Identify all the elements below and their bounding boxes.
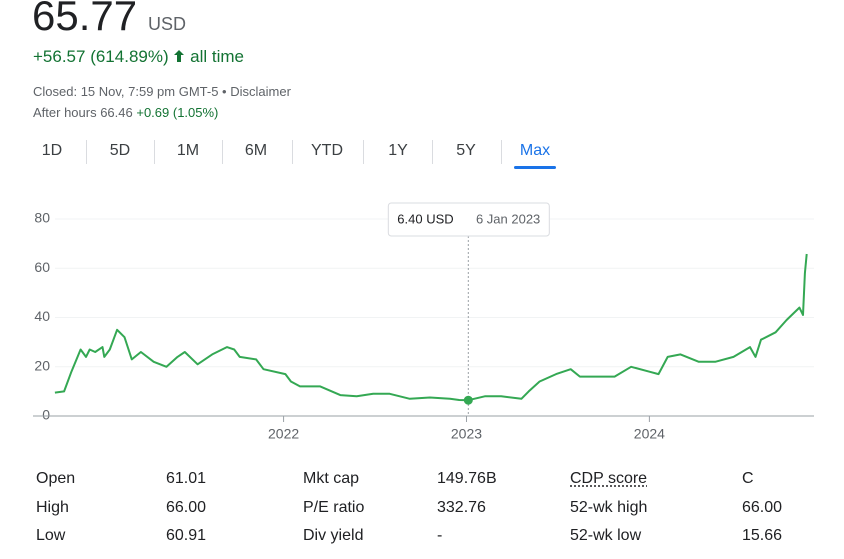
stat-label: Open: [36, 470, 76, 487]
stat-label: High: [36, 499, 69, 516]
stat-value: 61.01: [166, 470, 207, 487]
stat-label: Mkt cap: [303, 470, 360, 487]
after-hours: After hours 66.46 +0.69 (1.05%): [33, 105, 218, 120]
tab-separator: [291, 140, 293, 164]
stat-value: 15.66: [742, 527, 783, 544]
change: +56.57 (614.89%) all time: [33, 47, 244, 67]
y-tick-label: 80: [34, 210, 50, 226]
stat-value: 60.91: [166, 527, 207, 544]
y-tick-label: 20: [34, 357, 50, 373]
stat-value: C: [742, 470, 754, 487]
range-tab[interactable]: Max: [519, 142, 551, 159]
price: 65.77: [32, 0, 138, 39]
range-tab[interactable]: 1M: [176, 142, 200, 159]
stat-label: P/E ratio: [303, 499, 365, 516]
x-tick-label: 2023: [451, 426, 482, 442]
tooltip-date: 6 Jan 2023: [476, 211, 540, 226]
range-tab[interactable]: YTD: [311, 142, 343, 159]
chart: 0 20 40 60 80 2022 2023 2024 6.40 USD 6 Jan 2023: [33, 202, 814, 442]
stat-label: Low: [36, 527, 66, 544]
change-period: all time: [190, 47, 244, 66]
tooltip-value: 6.40 USD: [397, 211, 453, 226]
range-tab[interactable]: 1Y: [388, 142, 408, 159]
stat-value: 149.76B: [437, 470, 497, 487]
stat-value: 66.00: [742, 499, 783, 516]
tab-separator: [154, 140, 155, 164]
y-tick-label: 60: [34, 259, 50, 275]
currency: USD: [148, 14, 187, 34]
stat-value: 66.00: [166, 499, 207, 516]
tab-separator: [432, 140, 433, 164]
tab-separator: [222, 140, 223, 164]
change-value: +56.57 (614.89%): [33, 47, 169, 66]
up-arrow: [174, 50, 185, 62]
range-tab[interactable]: 5D: [109, 142, 131, 159]
stat-label: CDP score: [570, 470, 648, 487]
x-tick-label: 2022: [268, 426, 299, 442]
y-tick-label: 40: [34, 308, 50, 324]
price-line: [54, 253, 808, 402]
y-tick-label: 0: [42, 407, 50, 423]
active-underline: [514, 166, 556, 169]
range-tab[interactable]: 1D: [41, 142, 63, 159]
stat-value: -: [437, 527, 443, 544]
stat-label: 52-wk low: [570, 527, 642, 544]
tab-separator: [86, 140, 87, 164]
stat-value: 332.76: [437, 499, 486, 516]
hover-point: [463, 395, 473, 405]
after-hours-change: +0.69 (1.05%): [136, 105, 219, 120]
tab-separator: [362, 140, 364, 164]
range-tab[interactable]: 5Y: [456, 142, 476, 159]
stat-label: 52-wk high: [570, 499, 648, 516]
tab-separator: [500, 140, 502, 164]
range-tab[interactable]: 6M: [244, 142, 268, 159]
stat-label: Div yield: [303, 527, 364, 544]
closed-info: Closed: 15 Nov, 7:59 pm GMT-5 • Disclaim…: [33, 84, 291, 99]
x-tick-label: 2024: [634, 426, 665, 442]
tooltip-box: [387, 202, 550, 237]
after-hours-price: After hours 66.46: [33, 105, 133, 120]
